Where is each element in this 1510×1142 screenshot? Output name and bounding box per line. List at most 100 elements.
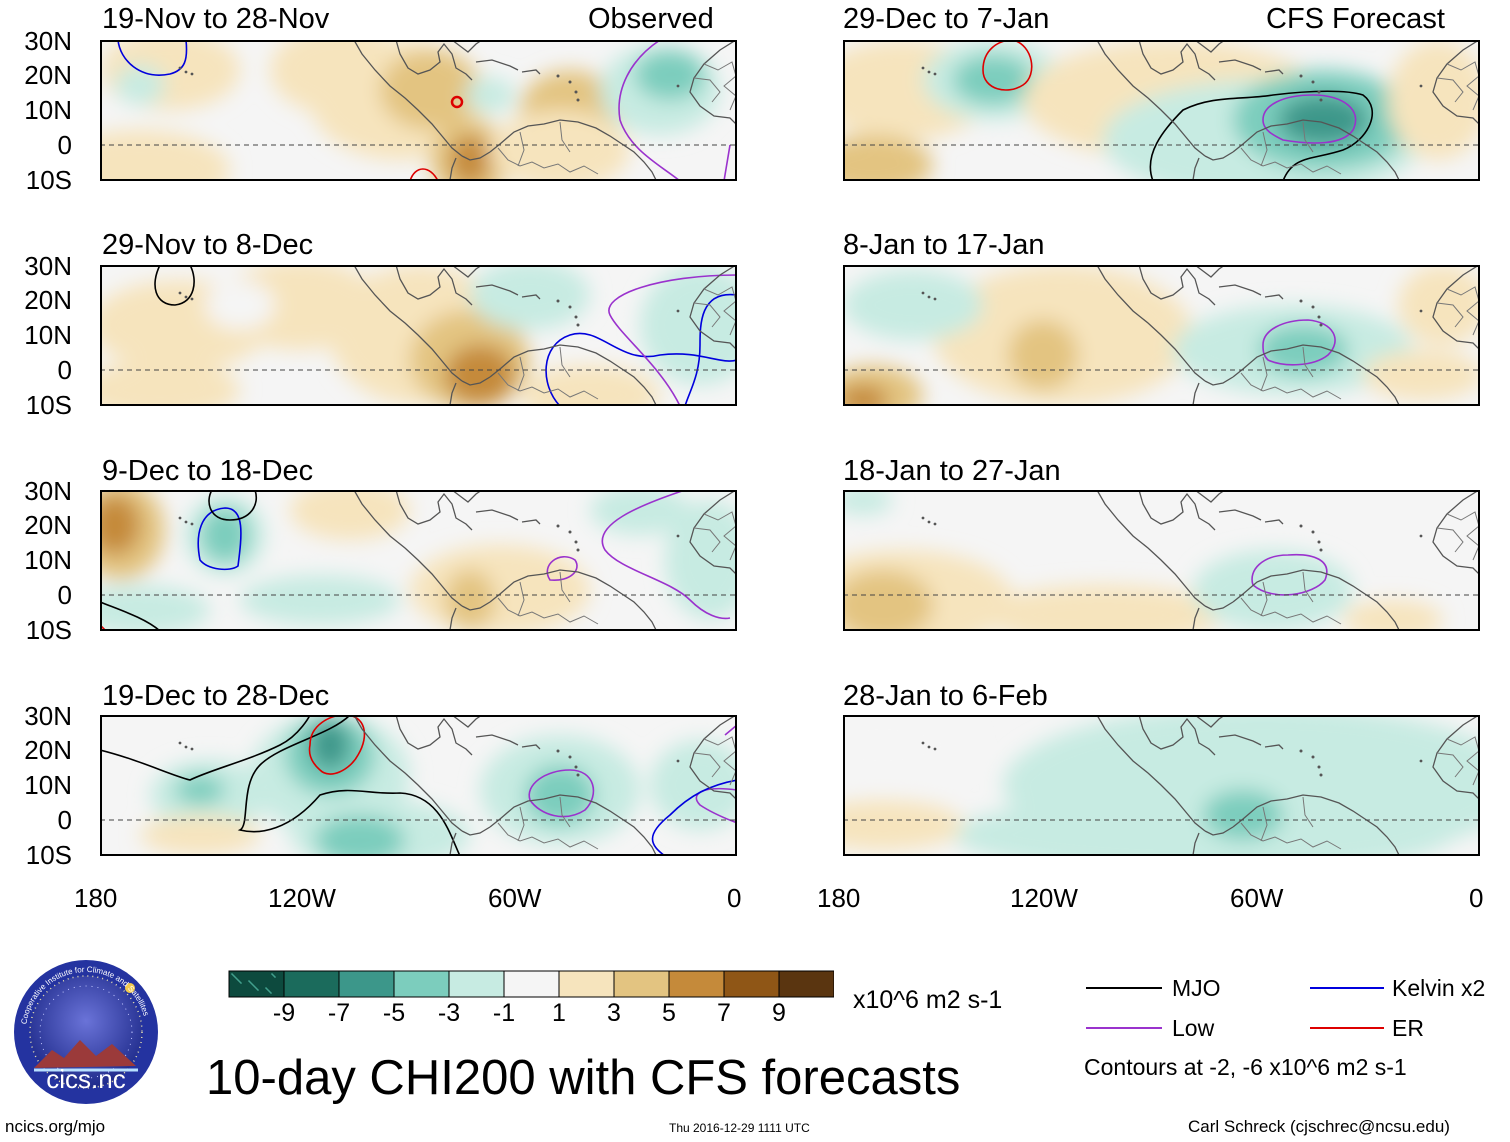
colorbar-stipple (265, 987, 267, 989)
footer-timestamp: Thu 2016-12-29 1111 UTC (669, 1121, 810, 1135)
lat-tick: 10N (24, 545, 72, 575)
lon-tick: 0 (1469, 883, 1484, 913)
panel-title: 19-Dec to 28-Dec (102, 680, 330, 712)
colorbar-tick-label: -3 (437, 999, 461, 1027)
panel-title: 29-Dec to 7-Jan (843, 3, 1050, 35)
lat-tick: 30N (24, 251, 72, 281)
lat-tick: 30N (24, 26, 72, 56)
colorbar-swatch (723, 970, 780, 998)
footer-credit: Carl Schreck (cjschrec@ncsu.edu) (1188, 1117, 1450, 1136)
colorbar-swatch (558, 970, 615, 998)
colorbar-swatch (668, 970, 725, 998)
colorbar-stipple (251, 983, 253, 985)
colorbar-stipple (270, 992, 272, 994)
colorbar-stipple (266, 988, 268, 990)
legend-label-low: Low (1172, 1015, 1215, 1041)
colorbar-tick-label: 9 (772, 999, 786, 1027)
lon-tick: 120W (268, 883, 336, 913)
legend-label-kelvin: Kelvin x2 (1392, 975, 1486, 1001)
panel-title: 28-Jan to 6-Feb (843, 680, 1048, 712)
figure-title: 10-day CHI200 with CFS forecasts (206, 1051, 961, 1105)
lat-tick: 30N (24, 701, 72, 731)
lat-tick: 20N (24, 60, 72, 90)
colorbar-tick-label: -1 (492, 999, 516, 1027)
lat-tick: 10S (25, 615, 72, 645)
footer-url: ncics.org/mjo (5, 1117, 106, 1136)
lat-tick: 10S (25, 840, 72, 870)
colorbar-tick-label: -9 (272, 999, 296, 1027)
colorbar-units: x10^6 m2 s-1 (853, 986, 1003, 1014)
colorbar-stipple (269, 991, 271, 993)
colorbar-stipple (256, 988, 258, 990)
map-panel-1 (100, 40, 737, 181)
colorbar-stipple (252, 984, 254, 986)
map-panel-3 (100, 490, 737, 631)
colorbar-stipple (267, 989, 269, 991)
lat-tick: 0 (57, 355, 72, 385)
colorbar-tick-label: 1 (552, 999, 566, 1027)
legend-swatches-left (1086, 987, 1162, 1029)
colorbar-stipple (249, 981, 251, 983)
lon-tick: 180 (817, 883, 861, 913)
colorbar-stipple (234, 976, 236, 978)
lon-tick: 180 (74, 883, 118, 913)
lon-tick: 60W (488, 883, 542, 913)
lat-tick: 0 (57, 130, 72, 160)
colorbar-stipple (253, 985, 255, 987)
cics-logo: cics.nc Cooperative Institute for Climat… (14, 960, 158, 1104)
colorbar-tick-label: -7 (327, 999, 351, 1027)
colorbar-stipple (233, 975, 235, 977)
colorbar-swatch (448, 970, 505, 998)
lat-tick: 10N (24, 320, 72, 350)
colorbar-stipple (235, 977, 237, 979)
map-panel-5 (843, 40, 1480, 181)
observed-label: Observed (588, 3, 714, 35)
lat-tick: 10N (24, 770, 72, 800)
colorbar-stipple (273, 975, 275, 977)
lat-tick: 20N (24, 285, 72, 315)
colorbar-swatch (778, 970, 834, 998)
colorbar-swatch (613, 970, 670, 998)
map-panel-4 (100, 715, 737, 856)
colorbar-swatch (338, 970, 395, 998)
colorbar-stipple (272, 974, 274, 976)
colorbar-stipple (232, 974, 234, 976)
colorbar-tick-label: -5 (382, 999, 406, 1027)
legend-label-er: ER (1392, 1015, 1424, 1041)
colorbar-stipple (231, 973, 233, 975)
map-panel-2 (100, 265, 737, 406)
colorbar-swatches (228, 970, 834, 998)
colorbar-stipple (254, 986, 256, 988)
legend-swatches-right (1310, 987, 1384, 1029)
colorbar-swatch (283, 970, 340, 998)
colorbar-stipple (239, 981, 241, 983)
colorbar-stipple (236, 978, 238, 980)
lat-tick: 30N (24, 476, 72, 506)
colorbar-stipple (250, 982, 252, 984)
panel-title: 8-Jan to 17-Jan (843, 229, 1045, 261)
colorbar-swatch (228, 970, 285, 998)
colorbar-stipple (240, 982, 242, 984)
lon-tick: 0 (727, 883, 742, 913)
colorbar-stipple (237, 979, 239, 981)
colorbar-swatch (393, 970, 450, 998)
map-panel-6 (843, 265, 1480, 406)
colorbar-tick-label: 3 (607, 999, 621, 1027)
lat-tick: 0 (57, 580, 72, 610)
colorbar-stipple (257, 989, 259, 991)
colorbar-stipple (255, 987, 257, 989)
svg-text:cics.nc: cics.nc (46, 1064, 125, 1094)
lat-tick: 20N (24, 735, 72, 765)
colorbar-stipple (271, 973, 273, 975)
lat-tick: 0 (57, 805, 72, 835)
colorbar-swatch (503, 970, 560, 998)
panel-title: 19-Nov to 28-Nov (102, 3, 330, 35)
lat-tick: 10S (25, 165, 72, 195)
lat-tick: 20N (24, 510, 72, 540)
legend-label-mjo: MJO (1172, 975, 1221, 1001)
panel-title: 29-Nov to 8-Dec (102, 229, 314, 261)
colorbar-stipple (238, 980, 240, 982)
lat-tick: 10S (25, 390, 72, 420)
map-panel-8 (843, 715, 1480, 856)
lat-tick: 10N (24, 95, 72, 125)
